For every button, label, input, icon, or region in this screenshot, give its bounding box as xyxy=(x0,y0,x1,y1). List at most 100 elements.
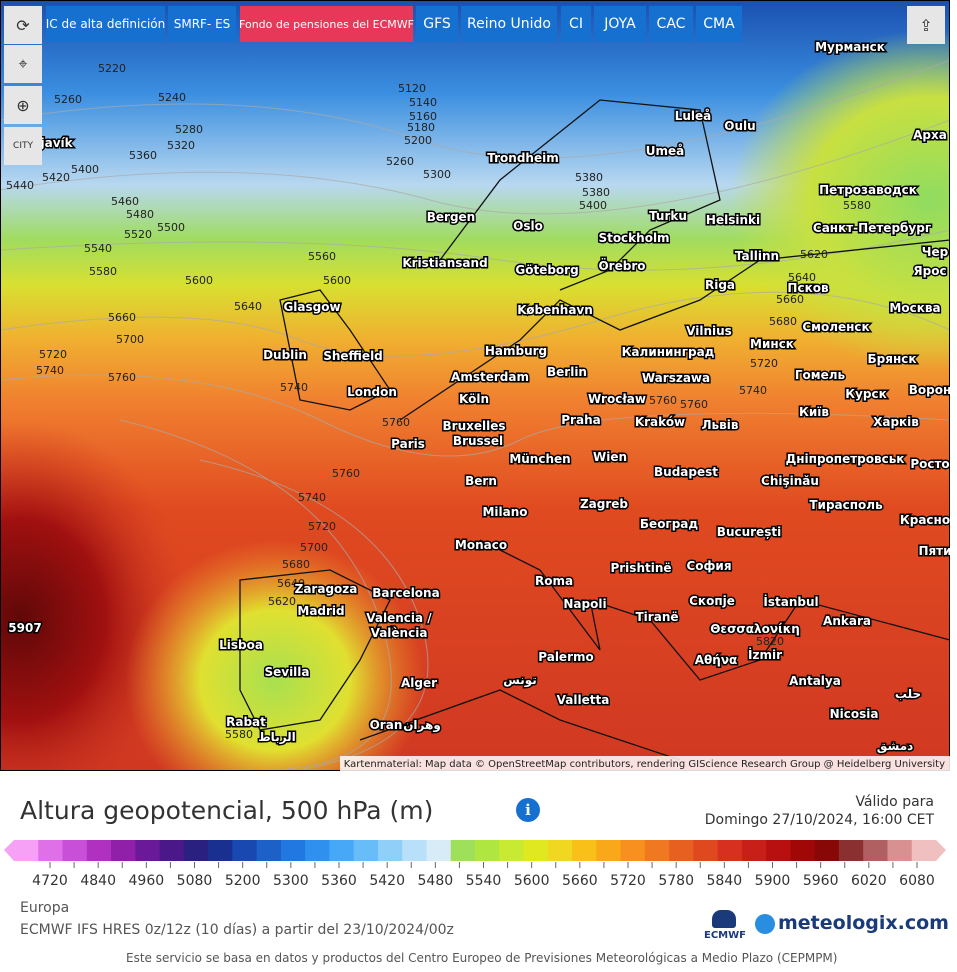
city-label: Псков xyxy=(787,281,829,295)
colorbar-swatch xyxy=(280,840,306,861)
model-button[interactable]: SMRF- ES xyxy=(168,6,236,42)
city-label: București xyxy=(717,525,781,539)
contour-label: 5360 xyxy=(129,149,157,162)
city-label: Luleå xyxy=(675,109,712,123)
city-label: Мурманск xyxy=(815,40,885,54)
contour-label: 5220 xyxy=(98,62,126,75)
city-label: München xyxy=(509,452,570,466)
contour-label: 5640 xyxy=(277,577,305,590)
colorbar-swatch xyxy=(863,840,888,861)
contour-label: 5580 xyxy=(843,199,871,212)
city-label: Скопје xyxy=(689,594,735,608)
colorbar-label: 5660 xyxy=(562,873,598,889)
city-label: Дніпропетровськ xyxy=(786,452,905,466)
info-icon[interactable]: i xyxy=(516,798,540,822)
city-label: Росто xyxy=(910,457,949,471)
brand-icon xyxy=(755,914,775,934)
city-label: Brussel xyxy=(453,434,503,448)
contour-label: 5320 xyxy=(167,139,195,152)
city-button[interactable]: CITY xyxy=(4,127,42,165)
city-label: Bern xyxy=(465,474,497,488)
city-label: Брянск xyxy=(868,352,917,366)
city-label: Гомель xyxy=(795,368,846,382)
contour-label: 5660 xyxy=(776,293,804,306)
contour-label: 5600 xyxy=(323,274,351,287)
model-button[interactable]: CMA xyxy=(696,6,742,42)
colorbar-swatch xyxy=(766,840,791,861)
colorbar-label: 5540 xyxy=(466,873,502,889)
contour-label: 5280 xyxy=(175,123,203,136)
share-button[interactable]: ⇪ xyxy=(907,6,945,44)
colorbar-swatch xyxy=(14,840,39,861)
contour-label: 5760 xyxy=(382,416,410,429)
contour-label: 5260 xyxy=(54,93,82,106)
city-label: دمشق xyxy=(877,739,914,753)
city-label: Vilnius xyxy=(686,324,732,338)
contour-label: 5300 xyxy=(423,168,451,181)
contour-label: 5500 xyxy=(157,221,185,234)
colorbar-label: 6080 xyxy=(899,873,935,889)
refresh-button[interactable]: ⟳ xyxy=(4,6,42,44)
brand[interactable]: meteologix.com xyxy=(778,912,949,934)
valid-label: Válido para xyxy=(855,794,934,810)
city-label: İzmir xyxy=(748,647,782,662)
city-label: Санкт-Петербург xyxy=(813,221,931,235)
contour-label: 5140 xyxy=(409,96,437,109)
city-label: Zagreb xyxy=(580,497,628,511)
city-label: Paris xyxy=(391,437,425,451)
contour-label: 5680 xyxy=(282,558,310,571)
city-label: Valencia / xyxy=(366,611,432,625)
contour-label: 5740 xyxy=(739,384,767,397)
city-label: Wien xyxy=(593,450,627,464)
colorbar-label: 5960 xyxy=(803,873,839,889)
city-label: الرباط xyxy=(258,730,296,744)
colorbar-label: 4720 xyxy=(32,873,68,889)
colorbar-label: 4840 xyxy=(80,873,116,889)
disclaimer: Este servicio se basa en datos y product… xyxy=(126,951,838,965)
city-label: Nicosia xyxy=(830,707,879,721)
contour-label: 5440 xyxy=(6,179,34,192)
colorbar-swatch xyxy=(377,840,403,861)
model-button[interactable]: JOYA xyxy=(594,6,646,42)
model-button[interactable]: IC de alta definición xyxy=(46,6,165,42)
model-button[interactable]: CI xyxy=(561,6,591,42)
city-label: Berlin xyxy=(547,365,587,379)
city-label: Napoli xyxy=(563,597,606,611)
contour-label: 5480 xyxy=(126,208,154,221)
contour-label: 5520 xyxy=(124,228,152,241)
colorbar-swatch xyxy=(596,840,622,861)
contour-label: 5620 xyxy=(800,248,828,261)
contour-label: 5260 xyxy=(386,155,414,168)
city-label: València xyxy=(371,626,428,640)
colorbar-swatch xyxy=(741,840,767,861)
city-label: Београд xyxy=(640,517,698,531)
city-label: Praha xyxy=(561,413,600,427)
contour-label: 5760 xyxy=(332,467,360,480)
city-label: Barcelona xyxy=(372,586,439,600)
model-button[interactable]: GFS xyxy=(416,6,458,42)
contour-label: 5420 xyxy=(42,171,70,184)
location-button[interactable]: ⌖ xyxy=(4,45,42,83)
colorbar-swatch xyxy=(814,840,840,861)
colorbar-label: 5420 xyxy=(369,873,405,889)
city-label: Київ xyxy=(799,405,829,419)
city-label: Valletta xyxy=(557,693,610,707)
city-label: Chişinău xyxy=(761,474,819,488)
model-button[interactable]: CAC xyxy=(649,6,693,42)
contour-label: 5160 xyxy=(409,110,437,123)
contour-label: 5640 xyxy=(788,271,816,284)
contour-label: 5400 xyxy=(71,163,99,176)
city-label: Kraków xyxy=(635,415,685,429)
colorbar-label: 5840 xyxy=(707,873,743,889)
city-label: Αθήνα xyxy=(695,653,738,667)
contour-label: 5400 xyxy=(579,199,607,212)
model-button[interactable]: Fondo de pensiones del ECMWF xyxy=(239,6,414,42)
zoom-button[interactable]: ⊕ xyxy=(4,86,42,124)
colorbar: 4720 4840 4960 5080 5200 5300 5360 5420 5480 5540… xyxy=(4,840,946,889)
model-button[interactable]: Reino Unido xyxy=(461,6,557,42)
city-label: Sevilla xyxy=(264,665,309,679)
city-label: Milano xyxy=(482,505,527,519)
city-label: Wrocław xyxy=(588,392,646,406)
region: Europa xyxy=(20,900,70,916)
city-label: London xyxy=(347,385,397,399)
